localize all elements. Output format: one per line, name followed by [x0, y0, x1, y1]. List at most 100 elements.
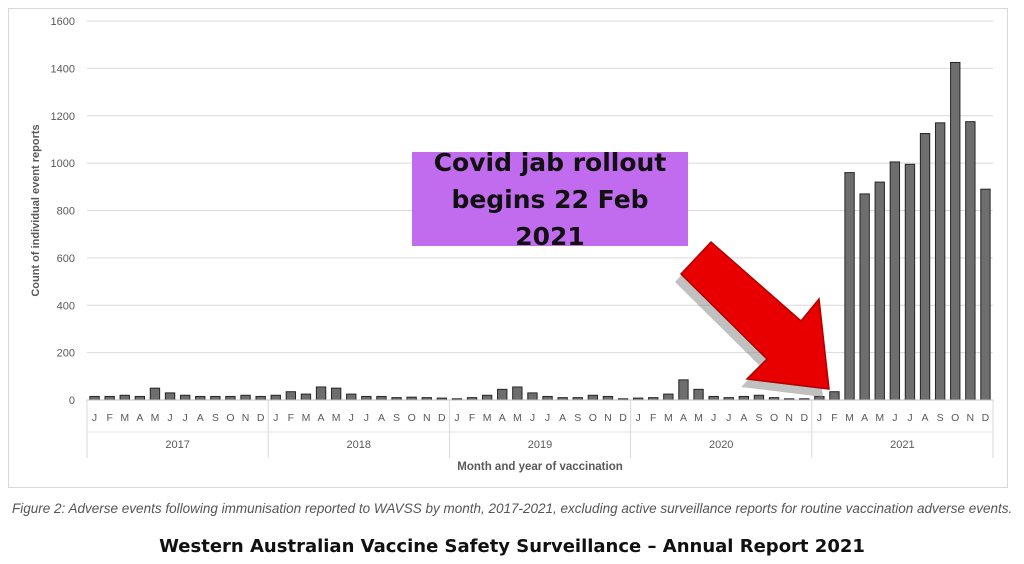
month-tick-label: A [740, 412, 747, 424]
month-tick-label: O [408, 412, 416, 424]
y-axis-label: Count of individual event reports [30, 124, 42, 296]
year-tick-label: 2021 [890, 439, 914, 451]
bar [104, 395, 115, 401]
bar [602, 395, 614, 401]
month-tick-label: S [393, 412, 400, 424]
month-tick-label: A [378, 412, 385, 424]
year-tick-label: 2019 [528, 439, 552, 451]
month-tick-label: J [530, 412, 535, 424]
month-tick-label: S [755, 412, 762, 424]
y-tick-label: 1200 [51, 111, 75, 123]
month-tick-label: A [922, 412, 929, 424]
month-tick-label: O [951, 412, 959, 424]
bar [300, 393, 312, 401]
callout-line-2: begins 22 Feb 2021 [451, 184, 649, 251]
month-tick-label: N [604, 412, 612, 424]
month-tick-label: J [636, 412, 641, 424]
month-tick-label: O [226, 412, 234, 424]
bar [542, 395, 553, 401]
month-tick-label: F [469, 412, 475, 424]
bar [119, 394, 130, 401]
bar [255, 395, 266, 401]
month-tick-label: N [967, 412, 975, 424]
y-tick-label: 1000 [51, 158, 75, 170]
year-tick-label: 2017 [165, 439, 189, 451]
bar [904, 163, 916, 401]
month-tick-label: S [937, 412, 944, 424]
month-tick-label: J [545, 412, 550, 424]
month-tick-label: M [151, 412, 160, 424]
month-tick-label: N [423, 412, 431, 424]
month-tick-label: M [513, 412, 522, 424]
month-tick-label: A [861, 412, 868, 424]
bar [270, 394, 281, 401]
bar [481, 394, 493, 401]
month-tick-label: D [619, 412, 627, 424]
chart-frame: 0 200 400 600 800 1000 1200 1400 1600 Count of in… [8, 8, 1008, 488]
month-tick-label: J [167, 412, 172, 424]
month-tick-label: F [288, 412, 294, 424]
bar [134, 395, 146, 401]
bar [708, 395, 719, 401]
month-tick-label: A [559, 412, 566, 424]
month-tick-label: J [92, 412, 97, 424]
bar [164, 392, 176, 401]
month-tick-label: O [770, 412, 778, 424]
month-tick-label: J [273, 412, 278, 424]
bar [889, 161, 901, 401]
bar [919, 133, 931, 401]
month-tick-label: M [694, 412, 703, 424]
bar [210, 395, 221, 401]
month-tick-label: F [650, 412, 656, 424]
month-tick-label: J [726, 412, 731, 424]
y-tick-label: 600 [57, 253, 75, 265]
month-tick-label: J [183, 412, 188, 424]
bar [693, 388, 704, 401]
month-tick-label: F [106, 412, 112, 424]
bar [512, 386, 523, 401]
bar [950, 61, 961, 401]
red-arrow-icon [679, 240, 830, 390]
bar [149, 387, 161, 401]
bar [179, 394, 191, 401]
bar [814, 395, 825, 401]
y-tick-label: 1600 [51, 16, 75, 28]
bar [195, 395, 206, 401]
month-tick-label: M [845, 412, 854, 424]
month-tick-label: M [302, 412, 311, 424]
bar [859, 193, 870, 401]
month-tick-label: N [785, 412, 793, 424]
bar [663, 393, 674, 401]
callout-line-1: Covid jab rollout [433, 147, 667, 177]
month-tick-label: M [332, 412, 341, 424]
year-tick-label: 2020 [709, 439, 733, 451]
month-tick-label: A [499, 412, 506, 424]
rollout-callout: Covid jab rollout begins 22 Feb 2021 [412, 148, 688, 251]
bar [225, 395, 236, 401]
month-tick-label: A [136, 412, 143, 424]
month-tick-label: D [982, 412, 990, 424]
bar [844, 172, 855, 401]
month-tick-label: N [242, 412, 250, 424]
month-tick-label: A [197, 412, 204, 424]
month-tick-label: F [831, 412, 837, 424]
month-tick-label: S [212, 412, 219, 424]
bar [527, 392, 538, 401]
bar [376, 395, 387, 401]
figure-caption: Figure 2: Adverse events following immun… [12, 501, 1013, 516]
y-tick-label: 800 [57, 206, 75, 218]
month-tick-label: D [257, 412, 265, 424]
x-axis-label: Month and year of vaccination [457, 461, 623, 473]
month-tick-label: A [680, 412, 687, 424]
y-tick-label: 400 [57, 300, 75, 312]
month-tick-label: S [574, 412, 581, 424]
month-tick-label: D [800, 412, 808, 424]
bar [285, 391, 297, 401]
bar [874, 181, 885, 401]
bar [753, 394, 765, 401]
month-tick-label: J [907, 412, 912, 424]
bar [361, 395, 372, 401]
month-tick-label: J [349, 412, 354, 424]
bar [587, 394, 599, 401]
bar [678, 379, 689, 401]
